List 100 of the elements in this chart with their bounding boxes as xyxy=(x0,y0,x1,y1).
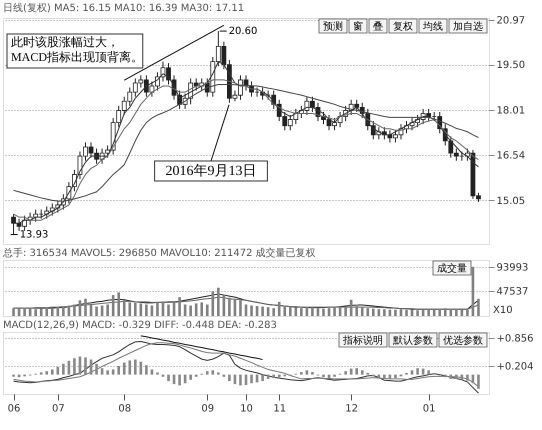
annotation: 成交量 xyxy=(437,262,467,274)
y-tick-label: 15.05 xyxy=(496,196,526,207)
bar xyxy=(156,372,159,375)
bar xyxy=(444,308,447,316)
bar xyxy=(100,306,104,316)
bar xyxy=(172,302,176,316)
bar xyxy=(23,308,26,316)
bar xyxy=(156,302,159,316)
bar xyxy=(261,306,264,316)
bar xyxy=(145,304,148,316)
bar xyxy=(383,374,386,379)
chart-title: 日线(复权) MA5: 16.15 MA10: 16.39 MA30: 17.11 xyxy=(3,2,244,14)
bar xyxy=(322,374,325,378)
bar xyxy=(140,303,142,316)
bar xyxy=(106,304,109,316)
bar xyxy=(150,369,154,375)
bar xyxy=(350,368,352,375)
bar xyxy=(150,306,154,316)
bar xyxy=(300,308,303,316)
bar xyxy=(50,369,54,375)
bar xyxy=(410,310,414,316)
bar xyxy=(234,374,236,384)
annotation: 13.93 xyxy=(20,230,48,240)
bar xyxy=(194,303,198,316)
bar xyxy=(322,308,325,316)
bar xyxy=(477,374,480,389)
bar xyxy=(466,374,469,381)
bar xyxy=(438,308,442,316)
bar xyxy=(288,306,292,316)
bar xyxy=(112,369,114,375)
bar xyxy=(184,304,186,316)
bar xyxy=(228,298,231,316)
bar xyxy=(206,304,209,316)
bar xyxy=(73,358,76,375)
chart-title: MACD(12,26,9) MACD: -0.329 DIFF: -0.448 DEA: -0.283 xyxy=(3,320,277,331)
bar xyxy=(239,374,242,386)
bar xyxy=(422,310,424,316)
bar xyxy=(56,307,60,316)
bar xyxy=(333,307,336,316)
bar xyxy=(355,304,358,316)
bar xyxy=(338,306,342,316)
bar xyxy=(306,307,308,316)
bar xyxy=(134,302,137,316)
bar xyxy=(228,374,231,382)
annotation: 默认参数 xyxy=(392,334,433,346)
x-tick-label: 12 xyxy=(345,404,358,414)
bar xyxy=(410,370,414,375)
bar xyxy=(18,374,20,378)
bar xyxy=(178,297,181,316)
bar xyxy=(444,374,447,378)
annotation: 均线 xyxy=(422,20,443,32)
x-tick-label: 01 xyxy=(422,404,436,414)
bar xyxy=(68,360,70,375)
bar xyxy=(18,308,20,316)
annotation: 复权 xyxy=(393,20,413,32)
y-tick-label: +0.856 xyxy=(496,333,534,344)
bar xyxy=(378,374,380,378)
annotation: 指标说明 xyxy=(342,334,383,346)
bar xyxy=(222,295,226,316)
x-tick-label: 07 xyxy=(52,404,65,414)
bar xyxy=(100,368,104,375)
x-tick-label: 11 xyxy=(273,404,286,414)
bar xyxy=(394,374,397,378)
bar xyxy=(360,306,364,316)
bar xyxy=(40,308,43,316)
bar xyxy=(394,310,397,316)
bar xyxy=(68,306,70,316)
bar xyxy=(84,298,87,316)
bar xyxy=(311,372,314,375)
annotation: 窗 xyxy=(353,20,363,32)
annotation: 优选参数 xyxy=(443,334,483,346)
bar xyxy=(128,360,132,375)
bar xyxy=(311,308,314,316)
bar xyxy=(78,356,82,375)
bar xyxy=(162,301,164,316)
bar xyxy=(427,309,430,316)
annotation: 加自选 xyxy=(453,20,483,32)
bar xyxy=(355,368,358,375)
x-tick-label: 09 xyxy=(201,404,214,414)
x-tick-label: 10 xyxy=(240,404,253,414)
bar xyxy=(261,374,264,382)
bar xyxy=(122,300,126,316)
bar xyxy=(449,308,452,316)
bar xyxy=(84,357,87,375)
bar xyxy=(145,365,148,375)
bar xyxy=(422,368,424,375)
bar xyxy=(34,309,37,316)
bar xyxy=(477,298,480,316)
y-tick-label: 20.97 xyxy=(496,15,526,26)
bar xyxy=(256,374,258,382)
bar xyxy=(250,374,253,384)
bar xyxy=(45,371,48,375)
line-series xyxy=(13,296,479,310)
bar xyxy=(344,308,347,316)
bar xyxy=(112,295,114,316)
bar xyxy=(95,306,98,316)
bar xyxy=(328,374,330,378)
bar xyxy=(200,302,204,316)
bar xyxy=(45,308,48,316)
bar xyxy=(134,360,137,375)
